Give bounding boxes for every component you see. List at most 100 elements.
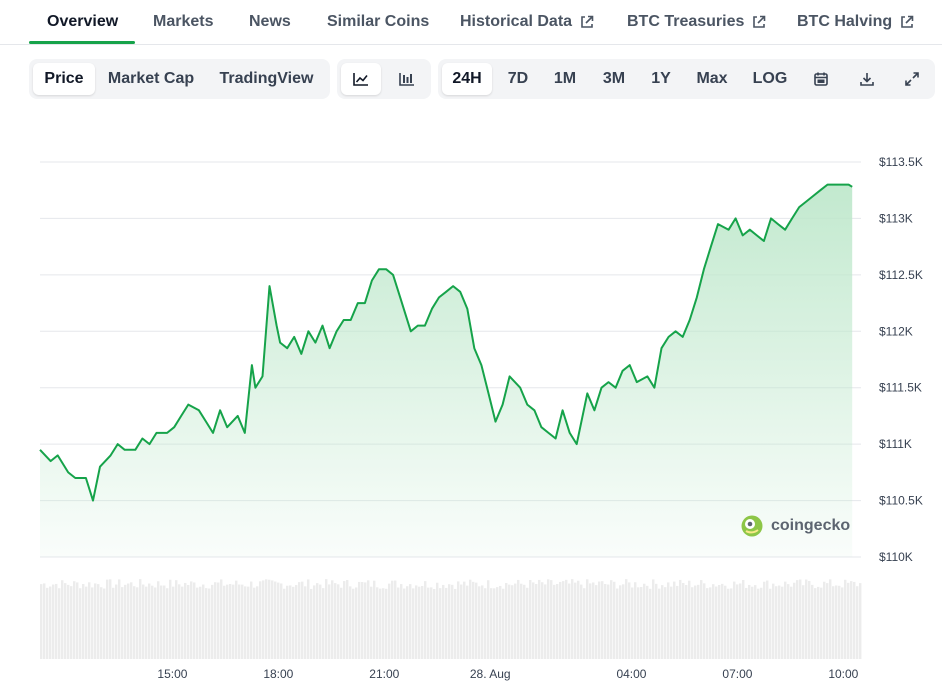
mode-price-button[interactable]: Price bbox=[33, 63, 95, 95]
tab-similar-coins[interactable]: Similar Coins bbox=[327, 10, 429, 34]
volume-bar bbox=[529, 580, 532, 659]
tab-overview[interactable]: Overview bbox=[47, 10, 118, 34]
volume-bar bbox=[832, 586, 835, 659]
volume-bar bbox=[304, 586, 307, 659]
candlestick-chart-button[interactable] bbox=[387, 63, 427, 95]
volume-bar bbox=[622, 584, 625, 659]
x-tick-label: 04:00 bbox=[616, 667, 646, 681]
range-1y-button[interactable]: 1Y bbox=[651, 70, 671, 87]
tab-news[interactable]: News bbox=[249, 10, 291, 34]
download-button[interactable] bbox=[854, 66, 880, 92]
volume-bar bbox=[370, 586, 373, 659]
mode-tradingview-button[interactable]: TradingView bbox=[219, 70, 314, 87]
volume-bar bbox=[97, 584, 100, 659]
volume-bar bbox=[163, 585, 166, 659]
volume-bar bbox=[271, 580, 274, 659]
price-chart[interactable]: $110K $110.5K $111K $111.5K $112K $112.5K $113… bbox=[0, 140, 942, 697]
volume-bar bbox=[745, 587, 748, 659]
volume-bar bbox=[655, 583, 658, 659]
tab-historical-data[interactable]: Historical Data bbox=[460, 10, 594, 34]
volume-bar bbox=[757, 588, 760, 659]
range-7d-button[interactable]: 7D bbox=[507, 70, 529, 87]
price-area bbox=[40, 184, 853, 557]
volume-bar bbox=[454, 588, 457, 659]
volume-bar bbox=[145, 586, 148, 659]
download-icon bbox=[860, 73, 874, 86]
volume-bar bbox=[247, 586, 250, 659]
volume-bar bbox=[154, 587, 157, 659]
volume-bar bbox=[685, 585, 688, 659]
volume-bar bbox=[817, 586, 820, 659]
date-range-button[interactable] bbox=[808, 66, 834, 92]
volume-bar bbox=[616, 588, 619, 659]
tab-markets[interactable]: Markets bbox=[153, 10, 213, 34]
volume-bar bbox=[121, 587, 124, 659]
volume-bar bbox=[673, 581, 676, 659]
volume-bar bbox=[265, 579, 268, 659]
volume-bar bbox=[643, 583, 646, 659]
volume-bar bbox=[82, 584, 85, 659]
line-chart-button[interactable] bbox=[341, 63, 381, 95]
volume-bar bbox=[298, 582, 301, 659]
volume-bar bbox=[469, 579, 472, 659]
tab-btc-halving[interactable]: BTC Halving bbox=[797, 10, 914, 34]
volume-bar bbox=[451, 584, 454, 659]
mode-market-cap-button[interactable]: Market Cap bbox=[107, 70, 195, 87]
volume-bar bbox=[841, 587, 844, 659]
volume-bar bbox=[769, 588, 772, 659]
candlestick-chart-icon bbox=[399, 73, 414, 86]
volume-bar bbox=[358, 581, 361, 659]
chart-mode-toggle: Price Market Cap TradingView bbox=[29, 59, 330, 99]
volume-bar bbox=[109, 579, 112, 659]
volume-bar bbox=[601, 581, 604, 659]
volume-bar bbox=[535, 584, 538, 659]
volume-bar bbox=[226, 584, 229, 659]
volume-bar bbox=[625, 579, 628, 659]
volume-bar bbox=[838, 585, 841, 659]
volume-bar bbox=[424, 581, 427, 659]
volume-bar bbox=[388, 583, 391, 659]
volume-bar bbox=[520, 583, 523, 659]
volume-bar bbox=[277, 582, 280, 659]
volume-bar bbox=[268, 579, 271, 659]
range-3m-button[interactable]: 3M bbox=[602, 70, 626, 87]
tab-label: Similar Coins bbox=[327, 13, 430, 30]
expand-icon bbox=[905, 72, 919, 86]
volume-bar bbox=[667, 582, 670, 659]
volume-bar bbox=[562, 581, 565, 659]
volume-bar bbox=[211, 584, 214, 659]
volume-bar bbox=[334, 583, 337, 659]
volume-bar bbox=[568, 583, 571, 659]
x-tick-label: 21:00 bbox=[369, 667, 399, 681]
volume-bar bbox=[802, 585, 805, 659]
volume-bar bbox=[415, 585, 418, 659]
y-tick-label: $112K bbox=[879, 324, 913, 338]
volume-bar bbox=[853, 581, 856, 659]
log-scale-button[interactable]: LOG bbox=[752, 70, 788, 87]
volume-bar bbox=[799, 579, 802, 659]
volume-bar bbox=[196, 587, 199, 659]
volume-bar bbox=[103, 588, 106, 659]
range-1m-button[interactable]: 1M bbox=[553, 70, 577, 87]
volume-bar bbox=[343, 581, 346, 659]
volume-bar bbox=[508, 584, 511, 659]
volume-bar bbox=[487, 580, 490, 659]
volume-bar bbox=[229, 584, 232, 659]
volume-bar bbox=[397, 587, 400, 659]
volume-bar bbox=[478, 586, 481, 659]
range-max-button[interactable]: Max bbox=[696, 70, 728, 87]
volume-bar bbox=[808, 580, 811, 659]
fullscreen-button[interactable] bbox=[899, 66, 925, 92]
volume-bar bbox=[61, 580, 64, 659]
x-tick-label: 18:00 bbox=[263, 667, 293, 681]
volume-bar bbox=[436, 582, 439, 659]
volume-bar bbox=[538, 579, 541, 659]
volume-bar bbox=[646, 585, 649, 659]
volume-bar bbox=[184, 582, 187, 659]
volume-bar bbox=[835, 585, 838, 659]
volume-bar bbox=[742, 579, 745, 659]
range-24h-button[interactable]: 24H bbox=[442, 63, 492, 95]
volume-bar bbox=[199, 586, 202, 659]
tab-btc-treasuries[interactable]: BTC Treasuries bbox=[627, 10, 766, 34]
volume-bar bbox=[460, 584, 463, 659]
